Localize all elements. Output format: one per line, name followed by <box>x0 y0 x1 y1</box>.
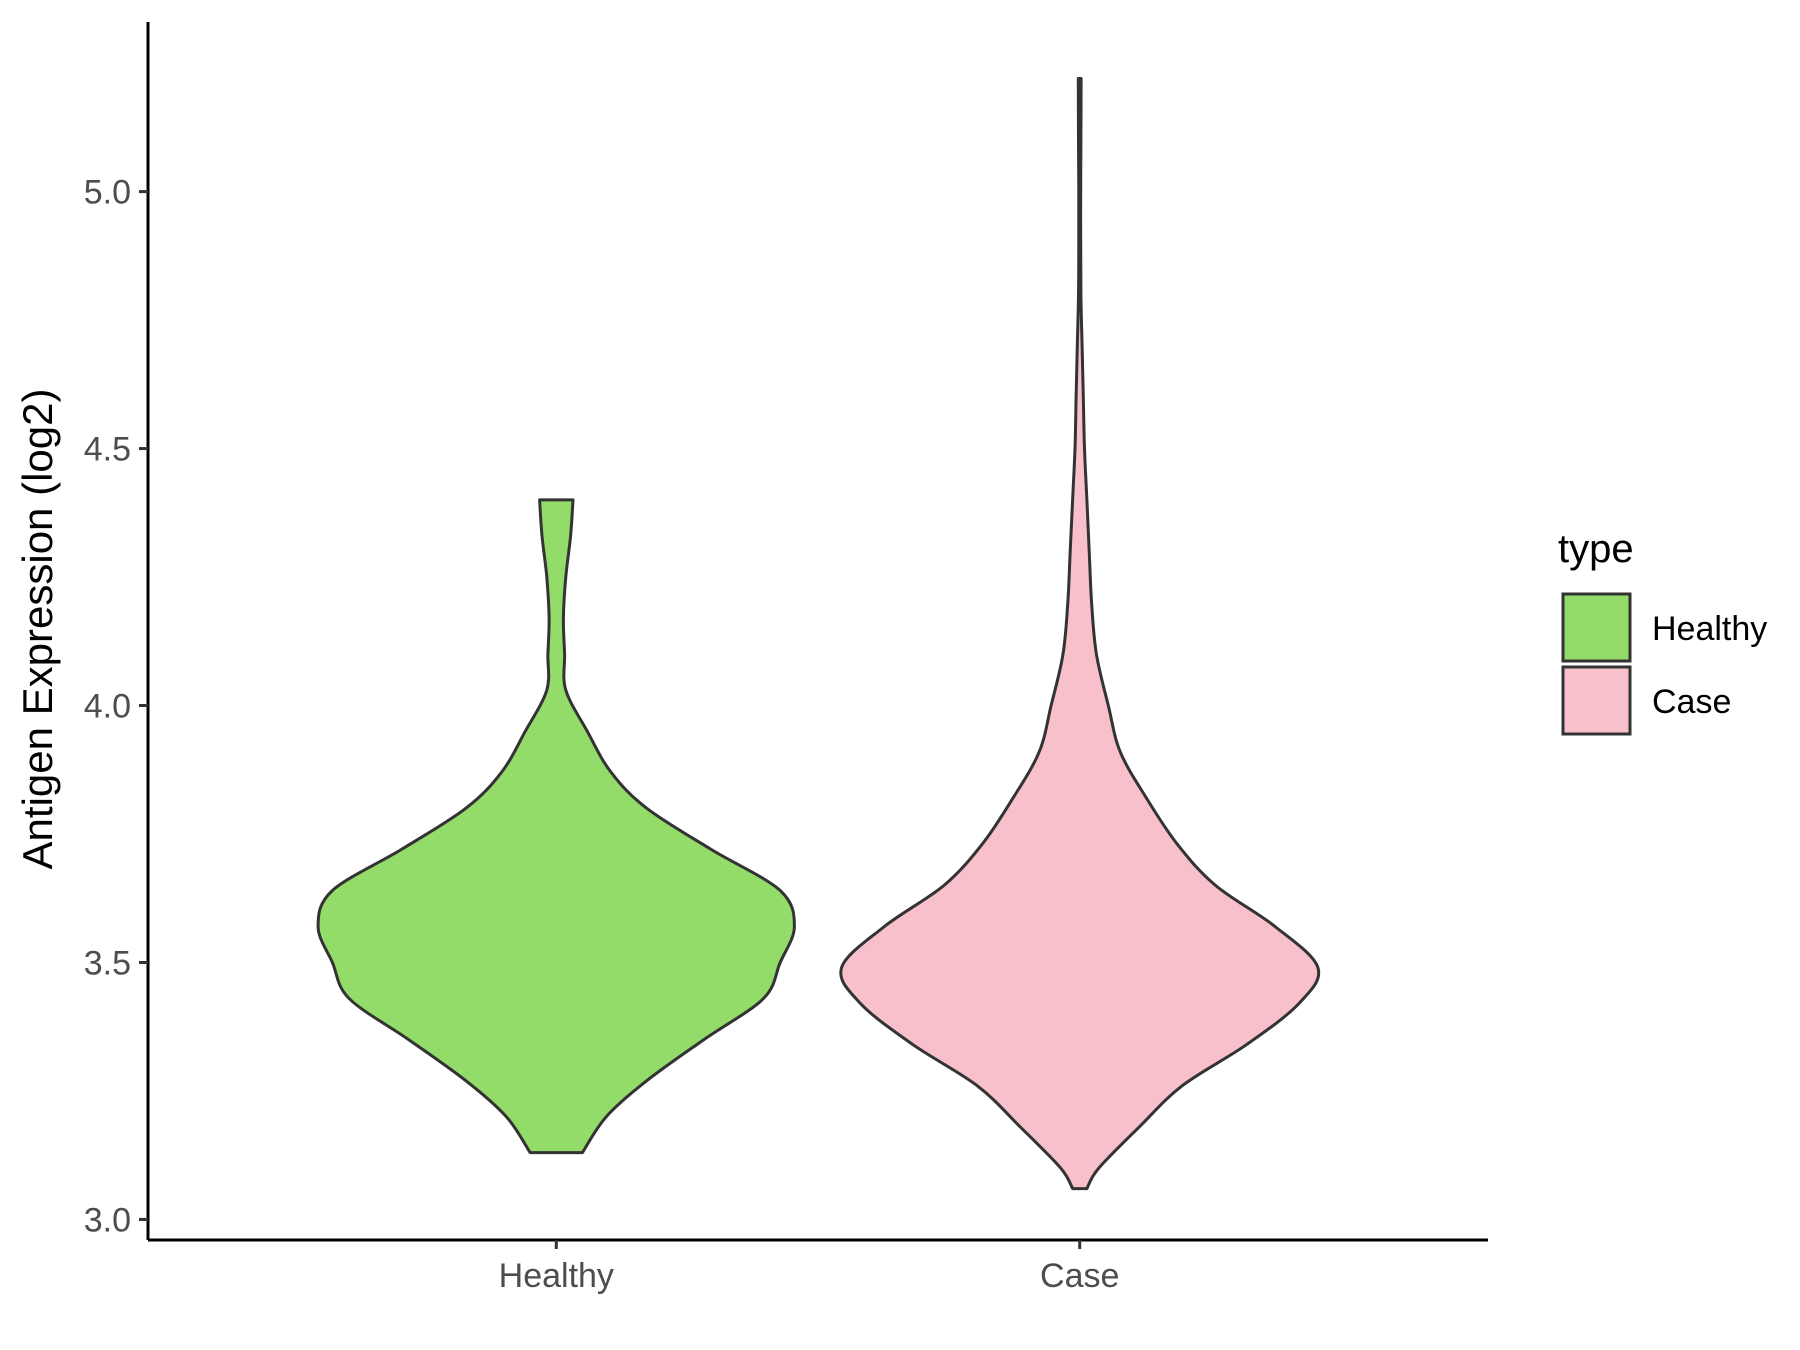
legend-label: Healthy <box>1652 610 1767 648</box>
legend-label: Case <box>1652 683 1731 721</box>
legend-key-healthy <box>1561 592 1632 663</box>
y-tick-label: 4.0 <box>84 688 131 726</box>
legend-key-case <box>1561 665 1632 736</box>
x-tick-label: Healthy <box>499 1257 614 1295</box>
y-tick-label: 3.0 <box>84 1201 131 1239</box>
plot-area <box>316 77 1321 1191</box>
y-tick-label: 5.0 <box>84 174 131 212</box>
legend: type Healthy Case <box>1558 527 1767 736</box>
violin-healthy <box>316 498 796 1155</box>
y-tick-label: 3.5 <box>84 944 131 982</box>
violin-case <box>839 77 1321 1191</box>
x-tick-label: Case <box>1040 1257 1119 1295</box>
y-axis-title: Antigen Expression (log2) <box>14 389 61 870</box>
axes: 3.0 3.5 4.0 4.5 5.0 Healthy Case <box>84 22 1488 1295</box>
legend-title: type <box>1558 527 1634 571</box>
y-tick-label: 4.5 <box>84 431 131 469</box>
